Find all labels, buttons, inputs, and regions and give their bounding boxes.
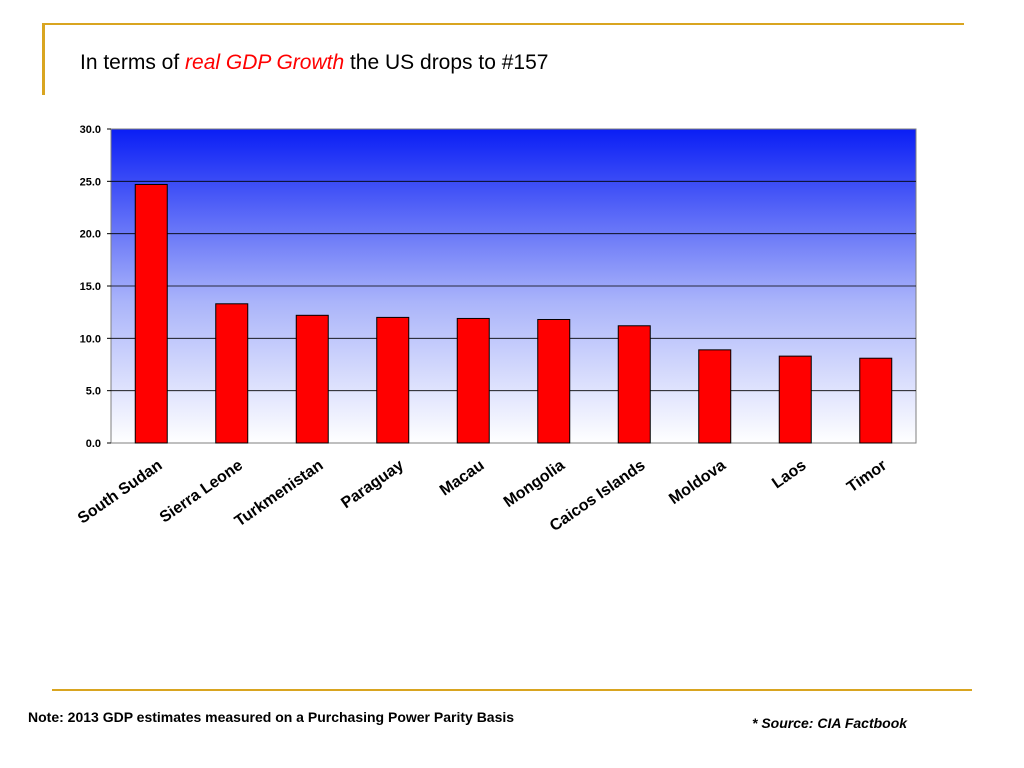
y-tick-label: 0.0 (86, 438, 101, 450)
bar-macau (456, 317, 490, 444)
y-tick-label: 5.0 (86, 386, 101, 398)
bar-caicos-islands (617, 325, 651, 444)
title-highlight: real GDP Growth (185, 51, 345, 74)
bar-laos (778, 355, 812, 444)
bar-mongolia (537, 318, 571, 444)
title-frame-top-rule (42, 23, 964, 25)
title-prefix: In terms of (80, 51, 186, 74)
bar-moldova (698, 349, 732, 444)
y-tick-label: 25.0 (80, 176, 101, 188)
footer-rule (52, 689, 972, 691)
title-frame-left-rule (42, 23, 45, 95)
y-tick-label: 30.0 (80, 124, 101, 136)
source-citation: * Source: CIA Factbook (752, 715, 908, 731)
gdp-growth-bar-chart: 0.05.010.015.020.025.030.0 South SudanSi… (75, 124, 917, 535)
bar-turkmenistan (295, 314, 329, 444)
x-category-label: Moldova (666, 457, 729, 508)
x-category-label: Timor (844, 457, 890, 496)
bar-sierra-leone (215, 303, 249, 444)
bar-paraguay (376, 316, 410, 444)
bar-south-sudan (134, 183, 168, 444)
x-category-label: South Sudan (75, 457, 166, 528)
slide-title: In terms of real GDP Growth the US drops… (80, 51, 548, 75)
x-category-label: Paraguay (338, 457, 407, 512)
x-category-label: Macau (437, 457, 488, 499)
y-tick-label: 15.0 (80, 281, 101, 293)
x-category-label: Mongolia (501, 457, 568, 511)
y-tick-label: 10.0 (80, 333, 101, 345)
footnote-text: Note: 2013 GDP estimates measured on a P… (28, 709, 515, 725)
y-tick-label: 20.0 (80, 229, 101, 241)
title-suffix: the US drops to #157 (344, 51, 549, 74)
x-category-label: Turkmenistan (232, 457, 327, 530)
bar-timor (859, 357, 893, 444)
x-category-label: Laos (769, 457, 809, 492)
